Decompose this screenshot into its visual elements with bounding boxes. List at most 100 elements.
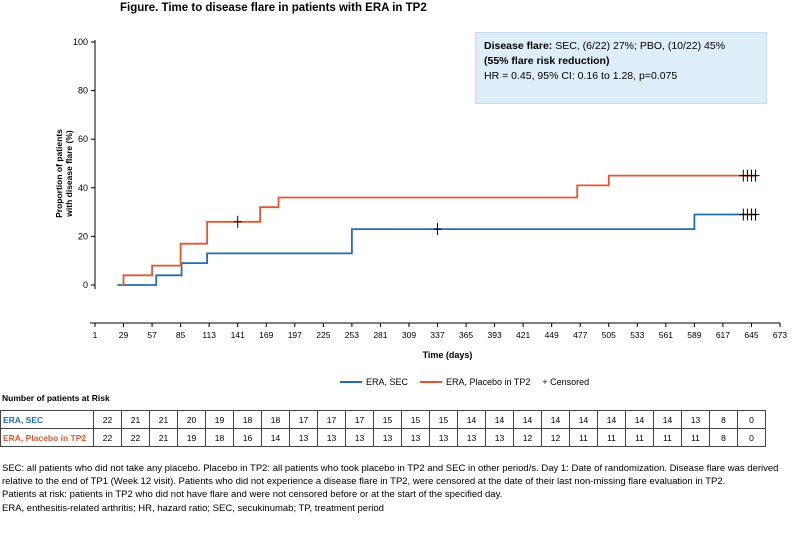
risk-cell: 14 [625, 410, 654, 429]
risk-cell: 0 [737, 428, 766, 447]
risk-cell: 13 [373, 428, 402, 447]
y-tick-label: 20 [78, 231, 88, 241]
risk-cell: 14 [597, 410, 626, 429]
risk-cell: 19 [177, 428, 206, 447]
risk-cell: 21 [149, 428, 178, 447]
x-tick-label: 645 [744, 330, 758, 340]
risk-row-label: ERA, SEC [0, 410, 94, 429]
risk-cell: 22 [121, 428, 150, 447]
legend-item-censored: + Censored [542, 377, 589, 387]
annotation-line1: SEC, (6/22) 27%; PBO, (10/22) 45% [552, 40, 726, 52]
annotation-line3: HR = 0.45, 95% CI: 0.16 to 1.28, p=0.075 [484, 70, 678, 82]
annotation-line2: (55% flare risk reduction) [484, 55, 610, 67]
risk-cell: 11 [681, 428, 710, 447]
risk-cell: 13 [429, 428, 458, 447]
x-tick-label: 477 [573, 330, 587, 340]
risk-cell: 13 [289, 428, 318, 447]
x-tick-label: 533 [630, 330, 644, 340]
risk-cell: 15 [429, 410, 458, 429]
risk-cell: 14 [513, 410, 542, 429]
y-label-line: with disease flare (%) [64, 130, 74, 218]
risk-cell: 11 [653, 428, 682, 447]
risk-cell: 8 [709, 428, 738, 447]
risk-cell: 22 [93, 410, 122, 429]
risk-cell: 17 [317, 410, 346, 429]
footnote: Patients at risk: patients in TP2 who di… [2, 489, 503, 501]
annotation-bold: Disease flare: [484, 40, 553, 52]
legend-label-pbo: ERA, Placebo in TP2 [446, 377, 531, 387]
legend-item-sec: ERA, SEC [340, 377, 408, 387]
x-tick-label: 281 [373, 330, 387, 340]
footnote: SEC: all patients who did not take any p… [2, 463, 779, 488]
risk-cell: 15 [401, 410, 430, 429]
risk-cell: 11 [597, 428, 626, 447]
risk-cell: 14 [261, 428, 290, 447]
risk-cell: 11 [569, 428, 598, 447]
x-tick-label: 85 [176, 330, 186, 340]
x-tick-label: 589 [687, 330, 701, 340]
risk-cell: 14 [485, 410, 514, 429]
risk-cell: 13 [345, 428, 374, 447]
risk-table: ERA, SEC 22 21 21 20 19 18 18 17 17 17 15 15 15 14 14 14… [0, 410, 766, 447]
x-tick-label: 449 [545, 330, 559, 340]
x-tick-label: 1 [93, 330, 98, 340]
legend-item-pbo: ERA, Placebo in TP2 [420, 377, 530, 387]
risk-cell: 13 [317, 428, 346, 447]
legend-label-censored: + Censored [542, 377, 590, 387]
x-axis-label: Time (days) [423, 350, 473, 360]
y-tick-label: 100 [73, 37, 88, 47]
x-tick-label: 337 [430, 330, 444, 340]
y-label-line: Proportion of patients [54, 129, 64, 218]
legend-swatch-sec [340, 381, 362, 383]
x-tick-label: 309 [402, 330, 416, 340]
risk-cell: 20 [177, 410, 206, 429]
x-tick-label: 393 [487, 330, 501, 340]
risk-cell: 17 [289, 410, 318, 429]
risk-cell: 19 [205, 410, 234, 429]
risk-cell: 14 [569, 410, 598, 429]
chart-axes: 0 20 40 60 80 100 1 29 57 85 113 141 169 197 225 253 281… [73, 37, 787, 340]
x-tick-label: 421 [516, 330, 530, 340]
risk-cell: 0 [737, 410, 766, 429]
footnote: ERA, enthesitis-related arthritis; HR, h… [2, 502, 384, 514]
y-tick-label: 80 [78, 86, 88, 96]
legend-swatch-pbo [420, 381, 443, 383]
x-tick-label: 225 [316, 330, 330, 340]
x-tick-label: 57 [147, 330, 157, 340]
risk-cell: 12 [513, 428, 542, 447]
risk-cell: 13 [457, 428, 486, 447]
legend-label-sec: ERA, SEC [366, 377, 409, 387]
chart-legend: ERA, SEC ERA, Placebo in TP2 + Censored [340, 377, 601, 387]
risk-cell: 17 [345, 410, 374, 429]
risk-cell: 21 [149, 410, 178, 429]
risk-cell: 13 [485, 428, 514, 447]
x-tick-label: 561 [659, 330, 673, 340]
risk-cell: 14 [457, 410, 486, 429]
risk-table-header: Number of patients at Risk [2, 393, 110, 403]
y-tick-label: 0 [83, 280, 88, 290]
x-tick-label: 141 [231, 330, 245, 340]
risk-cell: 15 [373, 410, 402, 429]
series-line-sec [117, 213, 757, 286]
x-tick-label: 29 [119, 330, 129, 340]
risk-row-label: ERA, Placebo in TP2 [0, 428, 94, 447]
y-axis-label: Proportion of patientswith disease flare… [54, 129, 74, 218]
risk-cell: 21 [121, 410, 150, 429]
risk-row: ERA, SEC 22 21 21 20 19 18 18 17 17 17 15 15 15 14 14 14… [0, 410, 766, 429]
y-tick-label: 60 [78, 134, 88, 144]
risk-cell: 13 [681, 410, 710, 429]
risk-cell: 13 [401, 428, 430, 447]
risk-cell: 22 [93, 428, 122, 447]
risk-cell: 16 [233, 428, 262, 447]
chart: 0 20 40 60 80 100 1 29 57 85 113 141 169 197 225 253 281… [54, 37, 787, 360]
x-tick-label: 505 [602, 330, 616, 340]
risk-cell: 14 [653, 410, 682, 429]
x-tick-label: 169 [259, 330, 273, 340]
risk-cell: 18 [205, 428, 234, 447]
x-tick-label: 253 [345, 330, 359, 340]
y-tick-label: 40 [78, 183, 88, 193]
x-tick-label: 113 [202, 330, 216, 340]
risk-cell: 18 [233, 410, 262, 429]
x-tick-label: 365 [459, 330, 473, 340]
series-line-pbo [121, 174, 757, 286]
